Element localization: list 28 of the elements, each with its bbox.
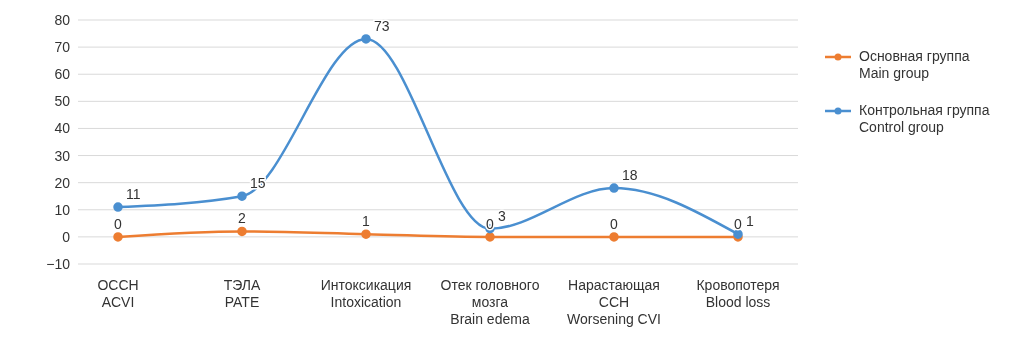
data-label: 1 — [362, 213, 371, 230]
x-tick-label: ОССН ACVI — [97, 277, 139, 310]
y-tick-label: 0 — [62, 228, 71, 245]
legend-label: Контрольная группа Control group — [859, 102, 990, 136]
data-label: 73 — [374, 17, 390, 34]
data-label: 3 — [498, 207, 506, 224]
data-label: 0 — [610, 215, 619, 232]
data-label: 2 — [238, 210, 247, 227]
y-tick-label: 40 — [54, 120, 71, 137]
x-tick-label: Кровопотеря Blood loss — [696, 277, 780, 310]
x-tick-label: Нарастающая ССН Worsening CVI — [567, 277, 661, 327]
data-label: 1 — [746, 213, 754, 230]
x-tick-label: Отек головного мозга Brain edema — [440, 277, 540, 327]
data-label: 0 — [114, 215, 123, 232]
y-tick-label: 80 — [54, 11, 71, 28]
y-tick-label: 10 — [54, 201, 71, 218]
y-tick-label: 30 — [54, 147, 71, 164]
y-tick-label: 50 — [54, 93, 71, 110]
data-label: 18 — [622, 167, 638, 184]
y-tick-label: 20 — [54, 174, 71, 191]
data-label: 0 — [734, 215, 743, 232]
legend-label: Основная группа Main group — [859, 48, 970, 82]
x-tick-label: ТЭЛА PATE — [223, 277, 261, 310]
x-tick-label: Интоксикация Intoxication — [320, 277, 412, 310]
data-label: 11 — [126, 186, 141, 203]
y-tick-label: 70 — [54, 39, 71, 56]
y-tick-label: −10 — [46, 255, 71, 272]
y-tick-label: 60 — [54, 66, 71, 83]
